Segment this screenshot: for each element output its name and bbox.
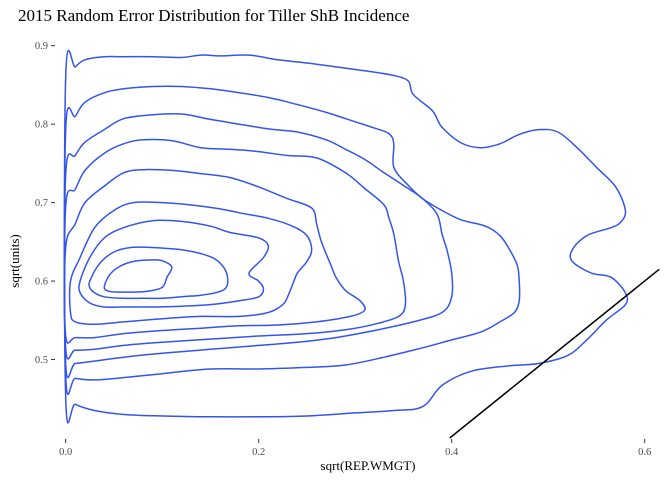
x-axis: 0.0 0.2 0.4 0.6 xyxy=(59,439,651,458)
y-tick-label: 0.6 xyxy=(35,277,48,288)
reference-line-group xyxy=(449,268,660,439)
contour-level-8 xyxy=(88,246,229,300)
contour-level-3 xyxy=(63,112,454,379)
y-axis: 0.5 0.6 0.7 0.8 0.9 xyxy=(35,41,55,366)
contour-level-1 xyxy=(63,49,629,424)
y-tick-label: 0.5 xyxy=(35,355,48,366)
x-axis-label: sqrt(REP.WMGT) xyxy=(321,458,416,473)
y-tick-label: 0.8 xyxy=(35,120,48,131)
x-tick-label: 0.4 xyxy=(445,447,459,458)
y-axis-label: sqrt(units) xyxy=(7,234,22,287)
contour-level-7 xyxy=(78,219,270,309)
reference-line xyxy=(449,268,660,439)
x-tick-label: 0.0 xyxy=(59,447,72,458)
y-tick-label: 0.7 xyxy=(35,198,48,209)
contour-level-5 xyxy=(63,168,366,344)
contour-lines xyxy=(63,49,629,424)
x-tick-label: 0.2 xyxy=(252,447,265,458)
y-tick-label: 0.9 xyxy=(35,41,48,52)
x-tick-label: 0.6 xyxy=(638,447,651,458)
contour-level-4 xyxy=(63,138,407,360)
contour-level-6 xyxy=(68,201,313,325)
chart-title: 2015 Random Error Distribution for Tille… xyxy=(18,6,409,25)
contour-level-2 xyxy=(63,85,521,395)
contour-level-9 xyxy=(103,259,173,293)
